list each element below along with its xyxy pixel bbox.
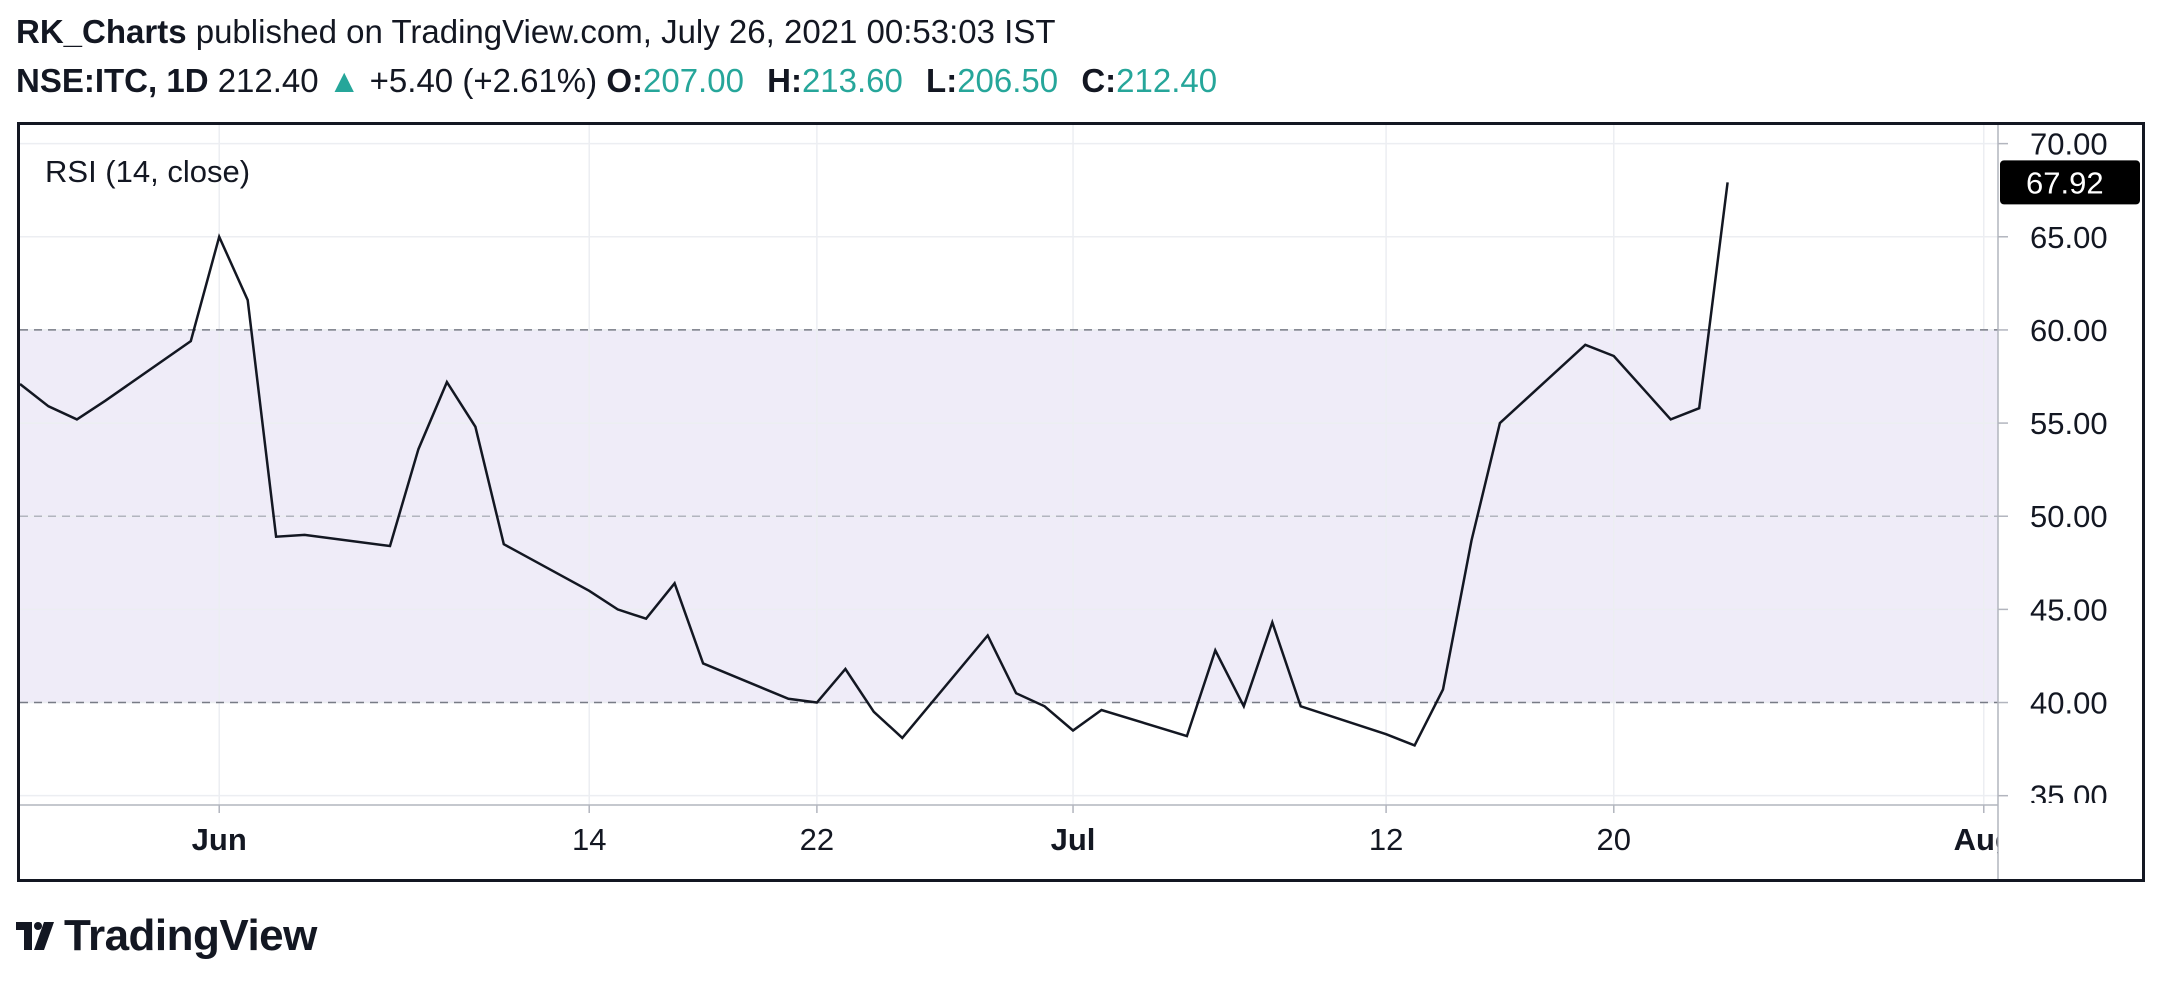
publish-info: RK_Charts published on TradingView.com, … [16, 10, 1056, 54]
last-value-label: 67.92 [2026, 165, 2104, 200]
rsi-data-point [645, 618, 647, 620]
rsi-data-point [247, 299, 249, 301]
rsi-data-point [873, 711, 875, 713]
y-tick-label: 45.00 [2030, 592, 2108, 627]
rsi-data-point [47, 405, 49, 407]
rsi-data-point [617, 608, 619, 610]
rsi-data-point [702, 662, 704, 664]
rsi-data-point [474, 426, 476, 428]
rsi-line [20, 182, 1729, 747]
rsi-data-point [1613, 355, 1615, 357]
rsi-data-point [417, 448, 419, 450]
low-value: 206.50 [957, 62, 1059, 99]
rsi-data-point [844, 668, 846, 670]
open-value: 207.00 [643, 62, 744, 99]
x-tick-label: 12 [1369, 822, 1403, 857]
rsi-data-point [389, 545, 391, 547]
rsi-data-point [1442, 688, 1444, 690]
rsi-data-point [1300, 705, 1302, 707]
rsi-data-point [901, 737, 903, 739]
rsi-data-point [1243, 705, 1245, 707]
rsi-data-point [1100, 709, 1102, 711]
symbol-interval: NSE:ITC, 1D [16, 62, 209, 99]
low-label: L: [926, 62, 958, 99]
up-arrow-icon: ▲ [327, 62, 361, 99]
tradingview-logo: TradingView [16, 908, 317, 964]
rsi-data-point [816, 702, 818, 704]
close-label: C: [1081, 62, 1117, 99]
published-text: published on TradingView.com, July 26, 2… [195, 13, 1056, 50]
high-value: 213.60 [801, 62, 903, 99]
y-tick-label: 70.00 [2030, 127, 2108, 162]
x-tick-label: 20 [1597, 822, 1631, 857]
rsi-data-point [1044, 705, 1046, 707]
y-tick-label: 55.00 [2030, 406, 2108, 441]
x-tick-label: 14 [572, 822, 606, 857]
last-price: 212.40 [217, 62, 319, 99]
rsi-data-point [218, 236, 220, 238]
rsi-data-point [446, 381, 448, 383]
tradingview-logo-text: TradingView [64, 911, 317, 960]
x-tick-label: Jun [192, 822, 247, 857]
rsi-data-point [104, 400, 106, 402]
rsi-data-point [1015, 692, 1017, 694]
rsi-data-point [787, 698, 789, 700]
rsi-data-point [304, 534, 306, 536]
high-label: H: [767, 62, 802, 99]
author-name[interactable]: RK_Charts [16, 13, 187, 50]
rsi-data-point [674, 582, 676, 584]
open-label: O: [606, 62, 643, 99]
y-tick-label: 50.00 [2030, 499, 2108, 534]
rsi-data-point [1385, 733, 1387, 735]
rsi-data-point [1727, 181, 1729, 183]
rsi-data-point [1214, 649, 1216, 651]
indicator-legend[interactable]: RSI (14, close) [45, 154, 251, 189]
rsi-data-point [1072, 729, 1074, 731]
rsi-data-point [1670, 418, 1672, 420]
last-value-tag [2000, 160, 2140, 205]
axis-corner [1998, 803, 2142, 879]
chart-pane[interactable]: 70.00 65.00 60.00 55.00 50.00 45.00 40.00 35.00… [17, 122, 2145, 882]
rsi-chart[interactable]: 70.0065.0060.0055.0050.0045.0040.0035.00… [20, 125, 2142, 879]
rsi-data-point [275, 536, 277, 538]
rsi-data-point [1499, 422, 1501, 424]
x-tick-label: Jul [1051, 822, 1096, 857]
rsi-data-point [1186, 735, 1188, 737]
price-change: +5.40 (+2.61%) [369, 62, 598, 99]
rsi-data-point [1271, 621, 1273, 623]
y-tick-label: 60.00 [2030, 313, 2108, 348]
rsi-data-point [1584, 344, 1586, 346]
symbol-info: NSE:ITC, 1D 212.40 ▲ +5.40 (+2.61%) O:20… [16, 59, 1231, 103]
rsi-data-point [76, 418, 78, 420]
rsi-data-point [588, 590, 590, 592]
rsi-data-point [503, 543, 505, 545]
y-tick-label: 40.00 [2030, 686, 2108, 721]
rsi-data-point [1470, 539, 1472, 541]
close-value: 212.40 [1116, 62, 1218, 99]
rsi-data-point [1414, 744, 1416, 746]
tradingview-logo-icon [16, 922, 54, 950]
rsi-data-point [190, 340, 192, 342]
rsi-data-point [1698, 407, 1700, 409]
rsi-data-point [987, 634, 989, 636]
x-tick-label: 22 [800, 822, 834, 857]
y-tick-label: 65.00 [2030, 220, 2108, 255]
